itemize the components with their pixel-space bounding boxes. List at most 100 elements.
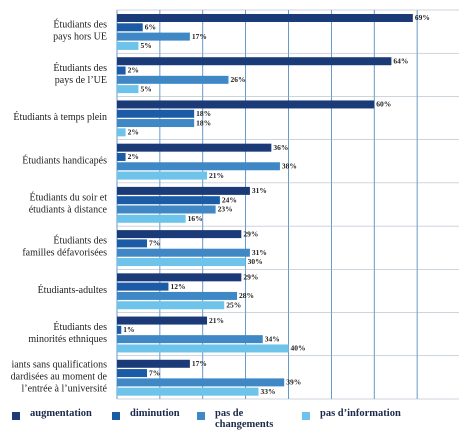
category-label-line: Étudiants des: [53, 62, 107, 74]
value-label: 17%: [192, 359, 207, 368]
bar: [117, 162, 280, 171]
category-label-line: Étudiants-adultes: [38, 284, 108, 296]
value-label: 30%: [248, 257, 263, 266]
value-label: 34%: [265, 334, 280, 343]
category-label: Étudiants-adultes: [38, 284, 108, 296]
bar: [117, 258, 246, 267]
bar: [117, 230, 242, 239]
legend-item: augmentation: [0, 408, 100, 430]
value-label: 23%: [218, 205, 233, 214]
value-label: 7%: [149, 239, 160, 248]
value-label: 18%: [196, 118, 211, 127]
bar: [117, 186, 250, 195]
value-label: 29%: [243, 273, 258, 282]
category-label-line: familles défavorisées: [22, 248, 107, 259]
category-label-line: Étudiants des: [53, 321, 107, 333]
bar: [117, 23, 143, 32]
category-label: Étudiants des familles défavorisées: [22, 235, 107, 259]
bar: [117, 32, 190, 41]
value-label: 36%: [273, 143, 288, 152]
legend-swatch: [197, 412, 205, 420]
value-label: 29%: [243, 229, 258, 238]
bar: [117, 273, 242, 282]
legend-label: pas de changements: [215, 408, 274, 430]
bar: [117, 301, 225, 310]
legend-label: pas d’information: [320, 408, 401, 419]
bar: [117, 66, 126, 75]
value-label: 31%: [252, 186, 267, 195]
category-label-line: dardisées au moment de: [11, 372, 108, 383]
value-label: 21%: [209, 316, 224, 325]
value-label: 26%: [230, 75, 245, 84]
value-label: 5%: [140, 84, 151, 93]
value-label: 12%: [170, 282, 185, 291]
category-label: Étudiants du soir et étudiants à distance: [29, 192, 108, 216]
category-label-line: Étudiants du soir et: [30, 192, 108, 204]
value-label: 17%: [192, 32, 207, 41]
value-label: 40%: [291, 344, 306, 353]
legend: augmentation diminution pas de changements…: [0, 408, 459, 430]
bar: [117, 387, 259, 396]
category-label: Étudiants des minorités ethniques: [28, 321, 107, 345]
bar: [117, 282, 169, 291]
bar: [117, 316, 208, 325]
legend-swatch: [302, 412, 310, 420]
value-label: 2%: [128, 66, 139, 75]
bar: [117, 369, 148, 378]
bar: [117, 239, 148, 248]
category-label-line: iants sans qualifications: [11, 360, 107, 371]
bar: [117, 100, 375, 109]
value-label: 24%: [222, 195, 237, 204]
bar: [117, 14, 413, 22]
category-label-line: étudiants à distance: [29, 205, 108, 216]
value-label: 39%: [286, 378, 301, 387]
bar: [117, 171, 208, 180]
bar: [117, 214, 186, 223]
value-label: 64%: [393, 56, 408, 65]
value-label: 21%: [209, 171, 224, 180]
value-label: 69%: [415, 13, 430, 22]
bar: [117, 143, 272, 152]
value-label: 28%: [239, 291, 254, 300]
category-label-line: Étudiants handicapés: [22, 155, 107, 167]
category-label-line: Étudiants des: [53, 19, 107, 31]
value-label: 2%: [128, 152, 139, 161]
bar: [117, 109, 195, 118]
value-label: 33%: [260, 387, 275, 396]
bar: [117, 128, 126, 137]
value-label: 18%: [196, 109, 211, 118]
category-label-line: pays hors UE: [53, 32, 107, 43]
category-label: Étudiants à temps plein: [13, 111, 107, 123]
bar: [117, 57, 392, 66]
value-label: 60%: [376, 100, 391, 109]
value-label: 7%: [149, 368, 160, 377]
category-label-line: Étudiants des: [53, 235, 107, 247]
legend-item: diminution: [100, 408, 185, 430]
value-label: 31%: [252, 248, 267, 257]
legend-item: pas de changements: [185, 408, 290, 430]
value-label: 2%: [128, 128, 139, 137]
value-label: 38%: [282, 161, 297, 170]
category-label-line: minorités ethniques: [28, 334, 107, 345]
bar: [117, 344, 289, 353]
category-label: Étudiants des pays de l’UE: [53, 62, 107, 86]
bar: [117, 119, 195, 128]
category-label: iants sans qualifications dardisées au mo…: [11, 360, 108, 395]
legend-label: augmentation: [30, 408, 92, 419]
bar: [117, 75, 229, 84]
bar: [117, 291, 238, 300]
category-label-line: pays de l’UE: [55, 75, 107, 86]
value-label: 6%: [145, 23, 156, 32]
value-label: 25%: [226, 300, 241, 309]
legend-item: pas d’information: [290, 408, 420, 430]
category-label-line: l’entrée à l’université: [21, 384, 107, 395]
legend-label: diminution: [130, 408, 180, 419]
bar: [117, 248, 250, 257]
bar: [117, 41, 139, 50]
bar: [117, 152, 126, 161]
category-label-line: Étudiants à temps plein: [13, 111, 107, 123]
chart: Étudiants des pays hors UE69%6%17%5%Étudi…: [11, 9, 459, 400]
bar: [117, 378, 285, 387]
bar: [117, 335, 263, 344]
value-label: 5%: [140, 41, 151, 50]
